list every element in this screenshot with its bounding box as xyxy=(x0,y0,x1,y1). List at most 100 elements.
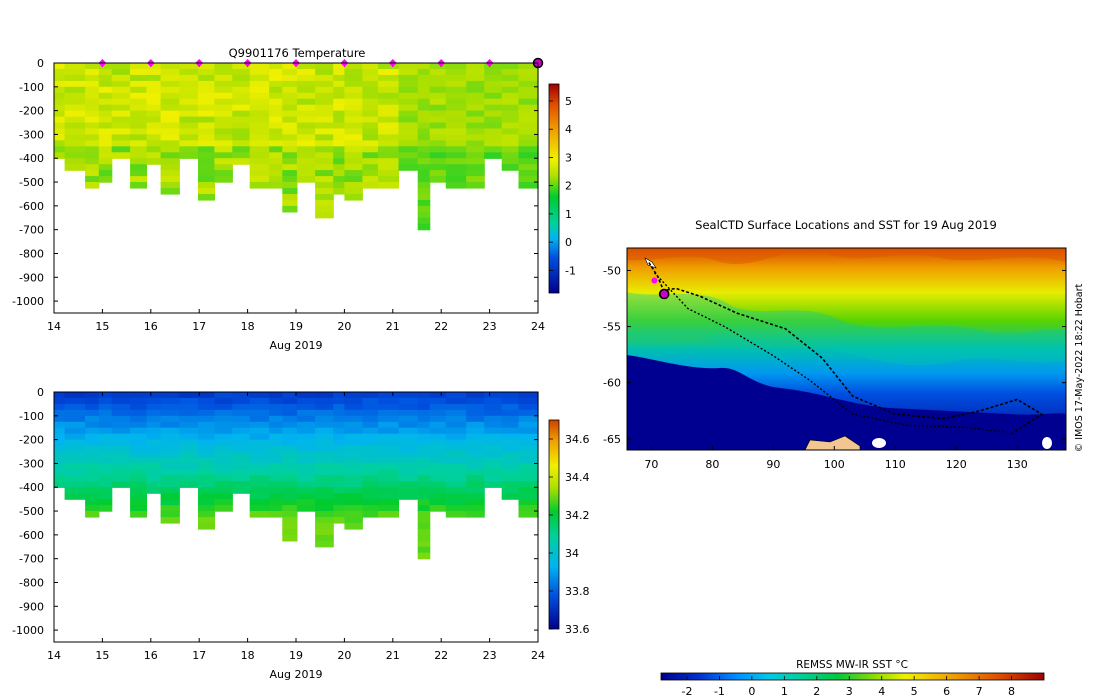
section-cell xyxy=(484,463,503,470)
section-cell xyxy=(518,398,539,405)
section-cell xyxy=(232,457,251,465)
section-cell xyxy=(232,98,251,106)
section-cell xyxy=(315,421,334,429)
section-cell xyxy=(130,392,147,399)
section-cell xyxy=(296,433,316,441)
section-cell xyxy=(429,176,447,183)
section-cell xyxy=(466,116,485,124)
section-cell xyxy=(282,445,298,453)
section-cell xyxy=(362,475,379,482)
section-cell xyxy=(378,427,400,435)
section-cell xyxy=(111,481,131,488)
section-cell xyxy=(466,176,485,183)
section-cell xyxy=(501,493,520,500)
section-cell xyxy=(333,392,345,399)
section-cell xyxy=(179,403,199,411)
section-cell xyxy=(296,170,316,177)
section-cell xyxy=(398,493,419,500)
x-tick-label: 17 xyxy=(192,320,206,333)
section-cell xyxy=(282,421,298,429)
section-cell xyxy=(146,74,162,82)
section-cell xyxy=(198,517,215,524)
section-cell xyxy=(282,104,298,112)
section-cell xyxy=(501,152,520,159)
section-cell xyxy=(445,134,467,141)
section-cell xyxy=(54,433,66,441)
section-cell xyxy=(249,122,270,130)
x-tick-label: 21 xyxy=(386,649,400,662)
section-cell xyxy=(333,457,345,465)
section-cell xyxy=(64,128,86,136)
section-cell xyxy=(344,451,363,459)
section-cell xyxy=(344,421,363,429)
section-cell xyxy=(378,182,400,189)
imos-credit: © IMOS 17-May-2022 18:22 Hobart xyxy=(1074,283,1085,452)
section-cell xyxy=(333,188,345,195)
section-cell xyxy=(160,433,180,441)
section-cell xyxy=(214,86,233,94)
section-cell xyxy=(378,487,400,494)
section-cell xyxy=(214,74,233,82)
section-cell xyxy=(198,152,215,159)
section-cell xyxy=(249,176,270,183)
section-cell xyxy=(296,158,316,165)
section-cell xyxy=(501,475,520,482)
section-cell xyxy=(518,92,539,100)
section-cell xyxy=(518,499,539,506)
x-tick-label: 22 xyxy=(434,649,448,662)
section-cell xyxy=(484,122,503,130)
section-cell xyxy=(333,74,345,82)
section-cell xyxy=(362,398,379,405)
section-cell xyxy=(362,104,379,112)
y-tick-label: -800 xyxy=(19,576,44,589)
section-cell xyxy=(160,164,180,171)
section-cell xyxy=(398,463,419,470)
section-cell xyxy=(362,499,379,506)
section-cell xyxy=(429,499,447,506)
section-cell xyxy=(315,116,334,124)
section-cell xyxy=(54,463,66,470)
section-cell xyxy=(518,415,539,423)
section-cell xyxy=(445,170,467,177)
section-cell xyxy=(85,499,100,506)
section-cell xyxy=(179,439,199,447)
section-cell xyxy=(445,98,467,106)
section-cell xyxy=(315,427,334,435)
section-cell xyxy=(417,409,431,417)
section-cell xyxy=(269,421,283,429)
section-cell xyxy=(296,493,316,500)
section-cell xyxy=(160,63,180,70)
section-cell xyxy=(398,134,419,141)
section-cell xyxy=(130,421,147,429)
section-cell xyxy=(130,122,147,130)
section-cell xyxy=(214,445,233,453)
section-cell xyxy=(249,409,270,417)
section-cell xyxy=(344,182,363,189)
section-cell xyxy=(378,499,400,506)
section-cell xyxy=(315,86,334,94)
section-cell xyxy=(315,176,334,183)
section-cell xyxy=(98,403,113,411)
section-cell xyxy=(111,457,131,465)
section-cell xyxy=(64,104,86,112)
section-cell xyxy=(315,164,334,171)
section-cell xyxy=(362,403,379,411)
section-cell xyxy=(54,445,66,453)
section-cell xyxy=(282,110,298,118)
section-cell xyxy=(130,475,147,482)
section-cell xyxy=(85,110,100,118)
sst-colorbar-tick-label: 1 xyxy=(781,685,788,698)
section-cell xyxy=(85,463,100,470)
section-cell xyxy=(296,439,316,447)
section-cell xyxy=(378,122,400,130)
section-cell xyxy=(518,116,539,124)
section-cell xyxy=(378,403,400,411)
section-cell xyxy=(232,445,251,453)
section-cell xyxy=(282,528,298,536)
section-cell xyxy=(484,409,503,417)
section-cell xyxy=(249,463,270,470)
map-y-tick-label: -55 xyxy=(603,321,621,334)
section-cell xyxy=(282,116,298,124)
map-x-tick-label: 100 xyxy=(824,458,845,471)
section-cell xyxy=(269,104,283,112)
